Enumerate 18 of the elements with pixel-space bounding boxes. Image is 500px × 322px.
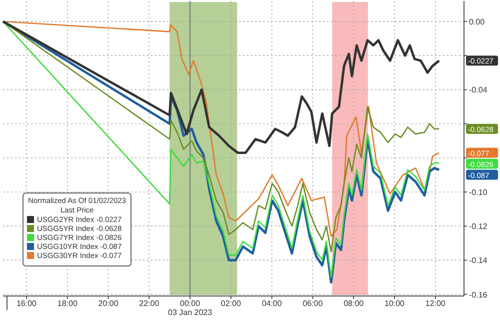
x-tick-label: 02:00 [220,299,242,308]
y-tick-label: -0.16 [469,290,488,300]
y-tick-label: -0.12 [469,222,488,232]
y-tick-label: -0.14 [469,256,488,266]
x-tick-label: 18:00 [57,299,78,308]
x-tick-label: 20:00 [98,299,119,308]
x-tick-label: 12:00 [425,299,446,308]
x-tick-label: 00:00 03 Jan 2023 [168,299,213,317]
x-tick-label: 08:00 [344,299,364,308]
x-tick-label: 04:00 [262,299,282,308]
x-tick-label: 06:00 [302,299,324,308]
x-tick-label: 10:00 [384,299,406,308]
y-tick-label: 0.00 [469,17,486,26]
x-tick-label: 22:00 [139,299,160,308]
y-tick-label: -0.04 [469,86,488,95]
x-tick-label: 16:00 [16,299,38,308]
y-tick-label: -0.10 [469,188,488,197]
line-series [2,20,440,154]
